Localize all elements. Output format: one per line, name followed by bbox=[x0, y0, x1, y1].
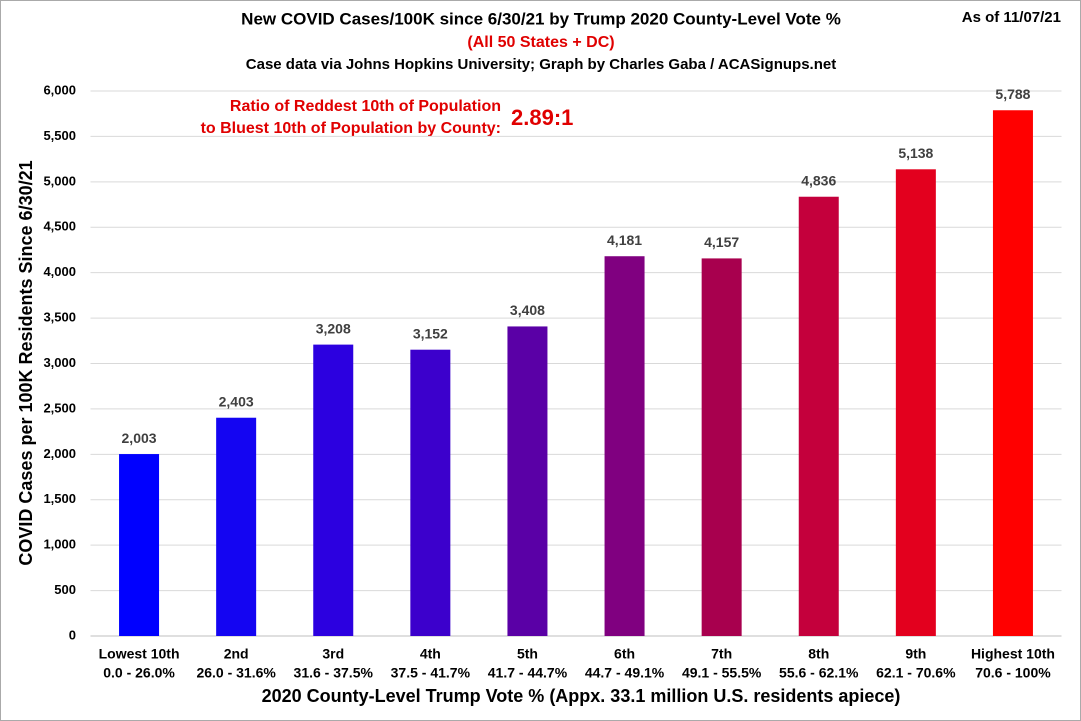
y-tick-label: 2,000 bbox=[43, 446, 76, 461]
y-tick-label: 4,000 bbox=[43, 264, 76, 279]
x-tick-label: 2nd bbox=[224, 646, 249, 662]
x-tick-sublabel: 70.6 - 100% bbox=[975, 665, 1051, 681]
y-tick-label: 5,000 bbox=[43, 173, 76, 188]
y-tick-label: 500 bbox=[54, 582, 76, 597]
x-tick-sublabel: 49.1 - 55.5% bbox=[682, 665, 762, 681]
y-tick-label: 6,000 bbox=[43, 82, 76, 97]
bar bbox=[507, 326, 548, 636]
annotation: to Bluest 10th of Population by County: bbox=[201, 120, 501, 137]
bar bbox=[119, 454, 160, 636]
x-tick-sublabel: 37.5 - 41.7% bbox=[391, 665, 471, 681]
x-tick-label: 7th bbox=[711, 646, 732, 662]
y-tick-label: 3,500 bbox=[43, 310, 76, 325]
data-label: 2,003 bbox=[122, 430, 157, 446]
annotation: Ratio of Reddest 10th of Population bbox=[230, 98, 501, 115]
x-tick-sublabel: 31.6 - 37.5% bbox=[294, 665, 374, 681]
x-tick-sublabel: 55.6 - 62.1% bbox=[779, 665, 859, 681]
data-label: 4,181 bbox=[607, 232, 642, 248]
y-axis-title: COVID Cases per 100K Residents Since 6/3… bbox=[16, 160, 36, 565]
x-tick-label: Lowest 10th bbox=[99, 646, 180, 662]
y-tick-label: 1,500 bbox=[43, 491, 76, 506]
x-tick-sublabel: 44.7 - 49.1% bbox=[585, 665, 665, 681]
data-label: 4,157 bbox=[704, 234, 739, 250]
x-tick-label: 5th bbox=[517, 646, 538, 662]
data-label: 3,408 bbox=[510, 302, 545, 318]
x-tick-label: Highest 10th bbox=[971, 646, 1055, 662]
x-tick-label: 3rd bbox=[322, 646, 344, 662]
bar bbox=[313, 344, 354, 636]
x-tick-sublabel: 26.0 - 31.6% bbox=[196, 665, 276, 681]
x-axis-title: 2020 County-Level Trump Vote % (Appx. 33… bbox=[262, 686, 901, 706]
x-tick-sublabel: 41.7 - 44.7% bbox=[488, 665, 568, 681]
bar bbox=[895, 169, 936, 636]
x-tick-label: 8th bbox=[808, 646, 829, 662]
bar bbox=[604, 256, 645, 636]
bar bbox=[992, 110, 1033, 637]
y-tick-label: 5,500 bbox=[43, 128, 76, 143]
data-label: 3,152 bbox=[413, 325, 448, 341]
y-tick-label: 1,000 bbox=[43, 537, 76, 552]
x-tick-label: 9th bbox=[905, 646, 926, 662]
y-tick-label: 0 bbox=[69, 627, 76, 642]
y-tick-label: 4,500 bbox=[43, 219, 76, 234]
x-tick-label: 6th bbox=[614, 646, 635, 662]
bar bbox=[701, 258, 742, 636]
bar bbox=[410, 349, 451, 636]
source-note: Case data via Johns Hopkins University; … bbox=[246, 56, 836, 73]
x-tick-label: 4th bbox=[420, 646, 441, 662]
date-note: As of 11/07/21 bbox=[962, 9, 1061, 26]
x-tick-sublabel: 62.1 - 70.6% bbox=[876, 665, 956, 681]
y-tick-label: 2,500 bbox=[43, 400, 76, 415]
x-tick-sublabel: 0.0 - 26.0% bbox=[103, 665, 175, 681]
data-label: 5,138 bbox=[898, 145, 933, 161]
data-label: 4,836 bbox=[801, 172, 836, 188]
y-tick-label: 3,000 bbox=[43, 355, 76, 370]
data-label: 2,403 bbox=[219, 393, 254, 409]
bar bbox=[216, 417, 257, 636]
bar bbox=[798, 196, 839, 637]
chart-title: New COVID Cases/100K since 6/30/21 by Tr… bbox=[241, 9, 841, 28]
data-label: 5,788 bbox=[995, 86, 1030, 102]
data-label: 3,208 bbox=[316, 320, 351, 336]
chart-subtitle: (All 50 States + DC) bbox=[467, 34, 614, 51]
annotation-value: 2.89:1 bbox=[511, 105, 573, 130]
